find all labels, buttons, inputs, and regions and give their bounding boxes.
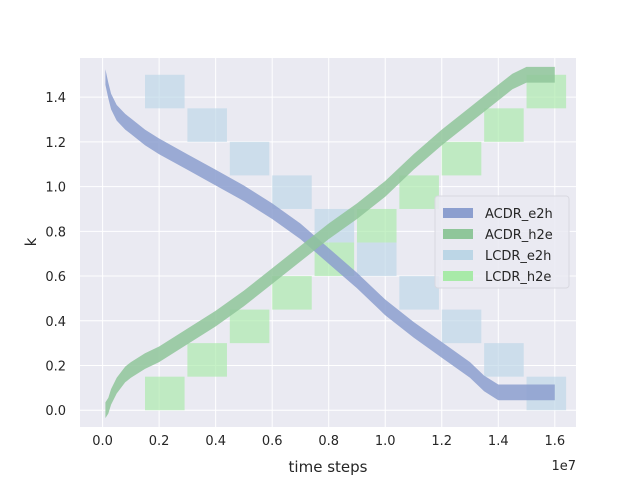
y-tick-label: 1.2 <box>45 136 66 151</box>
lcdr-h2e-step <box>187 343 227 377</box>
lcdr-h2e-step <box>145 376 185 411</box>
x-tick-label: 0.0 <box>92 434 113 449</box>
x-ticks: 0.0 0.2 0.4 0.6 0.8 1.0 1.2 1.4 1.6 <box>92 434 565 449</box>
lcdr-h2e-step <box>229 309 270 344</box>
lcdr-rects <box>145 74 567 411</box>
acdr-e2h-legend-swatch <box>443 208 473 218</box>
lcdr-h2e-step <box>356 208 397 243</box>
y-tick-label: 0.4 <box>45 315 66 330</box>
y-tick-label: 0.0 <box>45 404 66 419</box>
x-tick-label: 0.6 <box>262 434 283 449</box>
lcdr-e2h-legend-label: LCDR_e2h <box>485 249 551 264</box>
lcdr-e2h-step <box>441 309 482 344</box>
acdr-e2h-legend-label: ACDR_e2h <box>485 207 553 222</box>
y-tick-label: 0.2 <box>45 360 66 375</box>
x-tick-label: 1.0 <box>375 434 396 449</box>
lcdr-e2h-step <box>145 74 185 109</box>
lcdr-h2e-step <box>272 276 312 310</box>
lcdr-e2h-legend-swatch <box>443 250 473 260</box>
legend: ACDR_e2h ACDR_h2e LCDR_e2h LCDR_h2e <box>434 195 570 289</box>
lcdr-h2e-legend-label: LCDR_h2e <box>485 270 551 285</box>
y-tick-label: 0.6 <box>45 270 66 285</box>
lcdr-e2h-step <box>356 242 397 277</box>
lcdr-e2h-step <box>229 141 270 176</box>
lcdr-h2e-step <box>484 108 524 142</box>
y-ticks: 0.0 0.2 0.4 0.6 0.8 1.0 1.2 1.4 <box>45 91 66 419</box>
x-tick-label: 1.2 <box>431 434 452 449</box>
lcdr-h2e-step <box>399 175 439 209</box>
y-axis-label: k <box>22 237 40 246</box>
legend-box <box>434 195 570 289</box>
x-tick-label: 1.6 <box>544 434 565 449</box>
lcdr-e2h-step <box>187 108 227 142</box>
acdr-h2e-legend-label: ACDR_h2e <box>485 228 553 243</box>
lcdr-e2h-step <box>484 343 524 377</box>
lcdr-h2e-legend-swatch <box>443 271 473 281</box>
y-tick-label: 0.8 <box>45 225 66 240</box>
x-axis-label: time steps <box>289 458 368 476</box>
x-tick-label: 0.2 <box>149 434 170 449</box>
x-scale-label: 1e7 <box>551 459 576 474</box>
lcdr-h2e-step <box>441 141 482 176</box>
lcdr-e2h-step <box>272 175 312 209</box>
acdr-h2e-legend-swatch <box>443 229 473 239</box>
x-tick-label: 1.4 <box>488 434 509 449</box>
x-tick-label: 0.8 <box>318 434 339 449</box>
lcdr-e2h-step <box>399 276 439 310</box>
y-tick-label: 1.4 <box>45 91 66 106</box>
x-tick-label: 0.4 <box>205 434 226 449</box>
y-tick-label: 1.0 <box>45 181 66 196</box>
